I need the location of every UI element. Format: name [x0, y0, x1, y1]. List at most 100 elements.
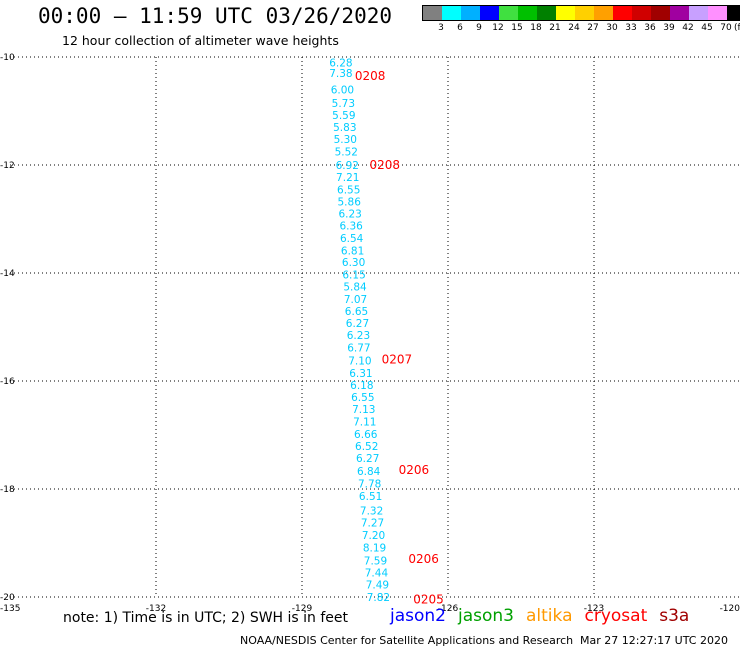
- color-swatch: [708, 6, 727, 20]
- color-swatch: [556, 6, 575, 20]
- time-label: 0205: [413, 593, 444, 607]
- wave-height-label: 7.49: [366, 580, 389, 592]
- wave-height-label: 5.86: [338, 197, 362, 209]
- wave-height-label: 6.27: [356, 453, 379, 465]
- color-swatch: [613, 6, 632, 20]
- wave-height-label: 6.51: [359, 491, 382, 503]
- time-label: 0206: [399, 463, 430, 477]
- color-scale-unit: (ft): [734, 23, 740, 33]
- x-tick-label: -132: [146, 604, 166, 614]
- wave-height-label: 8.19: [363, 542, 386, 554]
- wave-height-label: 7.38: [329, 68, 352, 80]
- wave-height-label: 6.54: [340, 233, 364, 245]
- wave-height-label: 7.82: [367, 592, 390, 604]
- color-scale-label: 9: [476, 23, 482, 33]
- wave-height-label: 6.92: [336, 160, 359, 172]
- wave-height-label: 5.73: [332, 98, 355, 110]
- color-scale-label: 36: [644, 23, 656, 33]
- satellite-altika: altika: [526, 606, 573, 626]
- wave-height-label: 7.59: [364, 555, 387, 567]
- color-swatch: [670, 6, 689, 20]
- wave-height-label: 7.10: [348, 355, 371, 367]
- color-scale-label: 12: [492, 23, 504, 33]
- credit-text: NOAA/NESDIS Center for Satellite Applica…: [240, 634, 574, 647]
- wave-height-label: 6.55: [337, 184, 360, 196]
- satellite-jason2: jason2: [390, 606, 446, 626]
- wave-height-label: 6.65: [345, 306, 368, 318]
- x-tick-label: -135: [0, 604, 20, 614]
- color-scale-label: 70: [720, 23, 732, 33]
- time-label: 0208: [355, 69, 386, 83]
- y-tick-label: -14: [0, 269, 15, 279]
- color-swatch: [651, 6, 670, 20]
- x-tick-label: -129: [292, 604, 313, 614]
- wave-height-label: 6.23: [338, 209, 361, 221]
- y-tick-label: -18: [0, 485, 15, 495]
- wave-height-label: 5.59: [332, 110, 355, 122]
- color-swatch: [727, 6, 740, 20]
- color-swatch: [632, 6, 651, 20]
- wave-height-label: 6.23: [347, 330, 370, 342]
- wave-height-label: 6.27: [346, 318, 369, 330]
- wave-height-label: 7.32: [360, 506, 383, 518]
- wave-height-label: 7.27: [361, 517, 384, 529]
- color-swatch: [423, 6, 442, 20]
- color-scale-label: 42: [682, 23, 694, 33]
- color-swatch: [442, 6, 461, 20]
- y-tick-label: -16: [0, 377, 15, 387]
- time-label: 0208: [369, 158, 400, 172]
- footer-note: note: 1) Time is in UTC; 2) SWH is in fe…: [63, 610, 349, 626]
- wave-height-label: 6.00: [331, 84, 354, 96]
- color-scale-label: 33: [625, 23, 637, 33]
- wave-height-label: 6.52: [355, 441, 378, 453]
- wave-height-label: 7.20: [362, 530, 385, 542]
- wave-height-label: 6.15: [342, 270, 365, 282]
- color-scale-label: 24: [568, 23, 580, 33]
- color-scale-label: 3: [438, 23, 444, 33]
- satellite-s3a: s3a: [659, 606, 690, 626]
- color-scale-label: 21: [549, 23, 561, 33]
- wave-height-label: 6.81: [341, 245, 364, 257]
- color-scale-label: 30: [606, 23, 618, 33]
- time-label: 0207: [382, 352, 413, 366]
- wave-height-label: 6.66: [354, 429, 378, 441]
- wave-height-label: 7.44: [365, 568, 389, 580]
- wave-height-label: 5.84: [343, 282, 367, 294]
- color-scale-label: 45: [701, 23, 713, 33]
- wave-height-label: 6.31: [349, 368, 372, 380]
- generated-timestamp: Mar 27 12:27:17 UTC 2020: [580, 634, 728, 647]
- wave-height-label: 7.78: [358, 479, 381, 491]
- chart-title: 00:00 – 11:59 UTC 03/26/2020: [38, 4, 393, 28]
- wave-height-label: 5.83: [333, 122, 356, 134]
- wave-height-label: 7.21: [336, 172, 359, 184]
- color-scale-label: 15: [511, 23, 523, 33]
- satellite-jason3: jason3: [458, 606, 514, 626]
- color-swatch: [594, 6, 613, 20]
- x-tick-label: -126: [438, 604, 459, 614]
- color-scale-label: 6: [457, 23, 463, 33]
- chart-subtitle: 12 hour collection of altimeter wave hei…: [62, 33, 339, 48]
- color-scale-label: 27: [587, 23, 599, 33]
- wave-height-label: 6.36: [339, 220, 363, 232]
- wave-height-label: 6.28: [329, 57, 352, 69]
- satellite-legend: jason2 jason3 altika cryosat s3a: [390, 606, 689, 626]
- color-swatch: [537, 6, 556, 20]
- color-scale-label: 18: [530, 23, 542, 33]
- wave-height-label: 7.11: [353, 417, 376, 429]
- x-tick-label: -120: [720, 604, 740, 614]
- color-scale-bar: [422, 5, 740, 21]
- color-swatch: [499, 6, 518, 20]
- color-swatch: [461, 6, 480, 20]
- color-swatch: [480, 6, 499, 20]
- y-tick-label: -10: [0, 53, 15, 63]
- satellite-cryosat: cryosat: [584, 606, 648, 626]
- wave-height-label: 6.84: [357, 466, 381, 478]
- wave-height-label: 5.30: [334, 134, 357, 146]
- wave-height-label: 6.55: [351, 392, 374, 404]
- y-tick-label: -12: [0, 161, 15, 171]
- y-tick-label: -20: [0, 593, 15, 603]
- x-tick-label: -123: [584, 604, 604, 614]
